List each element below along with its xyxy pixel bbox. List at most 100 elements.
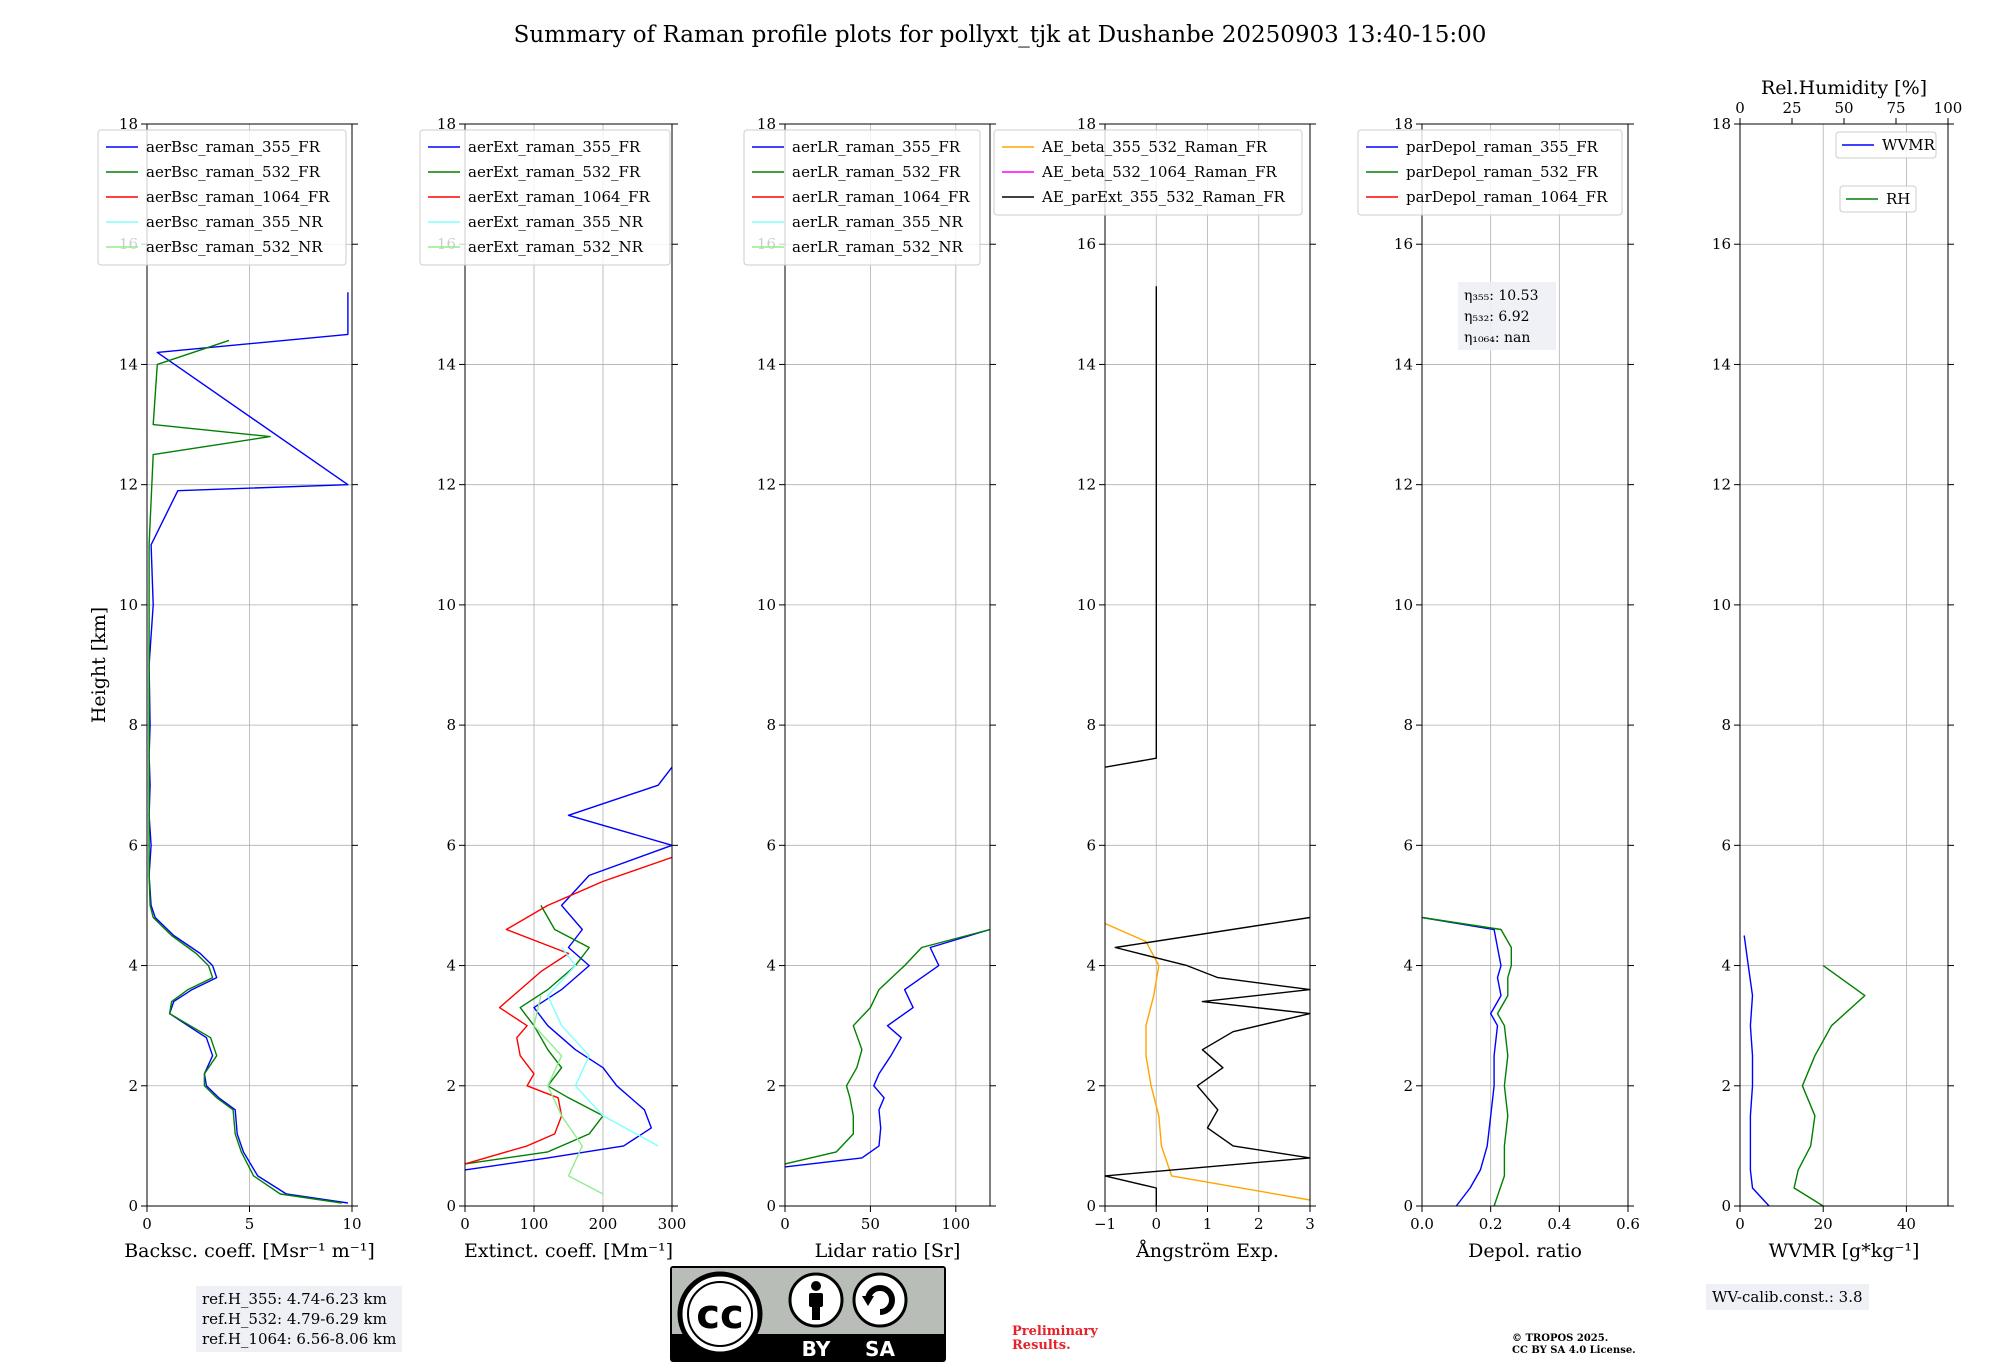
x-tick-label: 0: [460, 1215, 470, 1233]
y-tick-label: 14: [437, 355, 456, 373]
cc-by-sa-logo: cc BY SA: [670, 1266, 946, 1362]
series-line-aerExt_raman_355_NR: [547, 947, 659, 1147]
series-line-WVMR: [1743, 935, 1770, 1207]
y-tick-label: 18: [1394, 115, 1413, 133]
y-tick-label: 6: [1721, 836, 1731, 854]
x-tick-label: 0: [1735, 1215, 1745, 1233]
refh-355-label: ref.H_355: 4.74-6.23 km: [202, 1290, 387, 1308]
legend-box: [993, 129, 1303, 216]
y-tick-label: 12: [119, 476, 138, 494]
series-line-parDepol_raman_355_FR: [1421, 916, 1502, 1207]
copyright-line-1: © TROPOS 2025.: [1512, 1333, 1609, 1344]
y-tick-label: 2: [1086, 1077, 1096, 1095]
series-line-aerExt_raman_355_FR: [464, 766, 673, 1171]
legend-label-aerExt_raman_532_FR: aerExt_raman_532_FR: [468, 163, 641, 181]
y-tick-label: 14: [757, 355, 776, 373]
legend-label-aerExt_raman_355_FR: aerExt_raman_355_FR: [468, 138, 641, 156]
y-tick-label: 2: [1403, 1077, 1413, 1095]
wv-calib-box: WV-calib.const.: 3.8: [1706, 1284, 1869, 1310]
x-tick-label: 10: [342, 1215, 361, 1233]
y-tick-label: 0: [1086, 1197, 1096, 1215]
series-line-aerExt_raman_532_NR: [533, 995, 604, 1195]
y-tick-label: 18: [119, 115, 138, 133]
cc-mark-text: cc: [696, 1292, 743, 1338]
y-axis-label: Height [km]: [88, 607, 110, 723]
legend-label-AE_beta_355_532_Raman_FR: AE_beta_355_532_Raman_FR: [1041, 138, 1268, 156]
plot-frame: [1421, 123, 1629, 1207]
eta-box: [1458, 282, 1556, 350]
y-tick-label: 4: [128, 957, 138, 975]
legend-label-aerLR_raman_532_NR: aerLR_raman_532_NR: [792, 238, 963, 256]
y-tick-label: 6: [128, 836, 138, 854]
y-tick-label: 6: [446, 836, 456, 854]
x-axis-label: WVMR [g*kg⁻¹]: [1769, 1240, 1920, 1262]
y-tick-label: 14: [1077, 355, 1096, 373]
legend-label-aerExt_raman_532_NR: aerExt_raman_532_NR: [468, 238, 644, 256]
y-tick-label: 12: [1712, 476, 1731, 494]
y-tick-label: 12: [1394, 476, 1413, 494]
x-tick-label: 1: [1203, 1215, 1213, 1233]
legend-label-aerBsc_raman_532_FR: aerBsc_raman_532_FR: [146, 163, 321, 181]
x-tick-label: 40: [1897, 1215, 1916, 1233]
x-axis-label: Depol. ratio: [1468, 1240, 1582, 1262]
y-tick-label: 4: [446, 957, 456, 975]
x-tick-label: 20: [1814, 1215, 1833, 1233]
x-tick-label: 100: [520, 1215, 549, 1233]
series-line-parDepol_raman_532_FR: [1421, 916, 1513, 1207]
y-tick-label: 0: [766, 1197, 776, 1215]
legend-label-WVMR: WVMR: [1882, 136, 1936, 154]
copyright-line-2: CC BY SA 4.0 License.: [1512, 1345, 1636, 1356]
copyright-note: © TROPOS 2025. CC BY SA 4.0 License.: [1512, 1333, 1636, 1357]
y-tick-label: 2: [128, 1077, 138, 1095]
y-tick-label: 16: [1077, 235, 1096, 253]
preliminary-note: Preliminary Results.: [1012, 1325, 1098, 1353]
legend-box: [1357, 129, 1623, 216]
wv-calib-label: WV-calib.const.: 3.8: [1712, 1288, 1863, 1306]
preliminary-line-1: Preliminary: [1012, 1324, 1098, 1339]
cc-sa-text: SA: [865, 1337, 895, 1361]
x-tick-label: 0.2: [1479, 1215, 1503, 1233]
legend-label-parDepol_raman_1064_FR: parDepol_raman_1064_FR: [1406, 188, 1608, 206]
y-tick-label: 8: [1086, 716, 1096, 734]
y-tick-label: 8: [1721, 716, 1731, 734]
legend-label-aerLR_raman_355_NR: aerLR_raman_355_NR: [792, 213, 963, 231]
x-tick-label: 0.6: [1616, 1215, 1640, 1233]
legend-label-AE_parExt_355_532_Raman_FR: AE_parExt_355_532_Raman_FR: [1041, 188, 1286, 206]
series-line-AE_parExt_355_532_Raman_FR: [1104, 916, 1311, 1206]
series-line-AE_parExt_355_532_Raman_FR_upper: [1104, 286, 1158, 768]
y-tick-label: 18: [437, 115, 456, 133]
series-line-aerBsc_raman_532_FR: [148, 339, 342, 1204]
x-tick-label: 3: [1305, 1215, 1315, 1233]
y-tick-label: 0: [1403, 1197, 1413, 1215]
x-tick-label: −1: [1094, 1215, 1116, 1233]
y-tick-label: 12: [1077, 476, 1096, 494]
y-tick-label: 0: [1721, 1197, 1731, 1215]
cc-by-text: BY: [802, 1337, 831, 1361]
y-tick-label: 8: [766, 716, 776, 734]
legend-box: [1835, 131, 1937, 159]
series-line-aerExt_raman_1064_FR: [464, 856, 673, 1165]
plot-frame: [464, 123, 673, 1207]
y-tick-label: 10: [1077, 596, 1096, 614]
legend-label-aerLR_raman_355_FR: aerLR_raman_355_FR: [792, 138, 961, 156]
top-x-axis-label: Rel.Humidity [%]: [1761, 77, 1927, 99]
y-tick-label: 10: [437, 596, 456, 614]
y-tick-label: 0: [446, 1197, 456, 1215]
legend-label-parDepol_raman_532_FR: parDepol_raman_532_FR: [1406, 163, 1599, 181]
top-x-tick-label: 50: [1834, 99, 1853, 117]
legend-label-aerBsc_raman_355_NR: aerBsc_raman_355_NR: [146, 213, 323, 231]
top-x-tick-label: 25: [1782, 99, 1801, 117]
series-line-aerLR_raman_355_FR: [784, 928, 991, 1168]
top-x-tick-label: 75: [1886, 99, 1905, 117]
y-tick-label: 14: [1394, 355, 1413, 373]
y-tick-label: 10: [1712, 596, 1731, 614]
y-tick-label: 12: [757, 476, 776, 494]
plot-frame: [784, 123, 991, 1207]
y-tick-label: 4: [1086, 957, 1096, 975]
y-tick-label: 2: [446, 1077, 456, 1095]
y-tick-label: 18: [1712, 115, 1731, 133]
y-tick-label: 16: [1712, 235, 1731, 253]
series-line-RH: [1793, 965, 1866, 1207]
y-tick-label: 6: [766, 836, 776, 854]
eta-532-label: η₅₃₂: 6.92: [1464, 309, 1530, 325]
